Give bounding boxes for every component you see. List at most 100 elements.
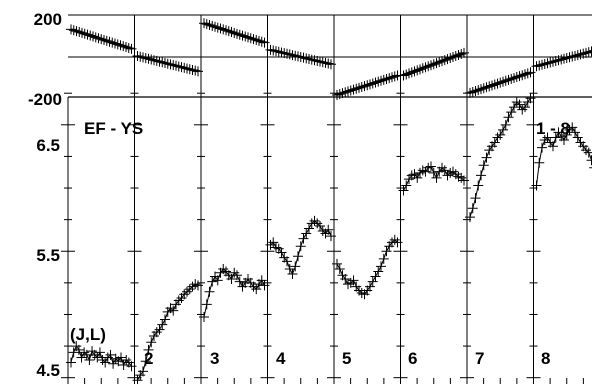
panel-label-3: 3	[210, 349, 219, 368]
top-segment-1-point	[82, 29, 93, 40]
top-segment-8-point	[548, 56, 558, 67]
top-segment-8-point	[575, 49, 586, 60]
panel-6-point	[450, 169, 461, 180]
top-segment-4-point	[268, 45, 279, 56]
panel-8-point	[534, 157, 545, 168]
panel-1-point	[76, 352, 87, 363]
top-segment-7-point	[520, 69, 530, 80]
main-ytick-6-5: 6.5	[36, 136, 60, 155]
top-segment-7-point	[506, 73, 517, 84]
main-ytick-4-5: 4.5	[36, 361, 60, 380]
top-strip-ytick-200: 200	[34, 10, 62, 29]
top-segment-1-point	[66, 24, 76, 35]
panel-label-2: 2	[144, 349, 153, 368]
panel-4-point	[290, 261, 301, 272]
panel-3-point	[201, 299, 212, 310]
top-segment-4-point	[315, 56, 325, 67]
panel-7-point	[495, 129, 506, 140]
panel-8-point	[531, 180, 542, 191]
panel-7-point	[489, 137, 500, 148]
top-segment-2-point	[149, 55, 159, 66]
top-segment-4-point	[317, 57, 328, 68]
top-segment-5-point	[370, 77, 381, 88]
panel-2-point	[187, 281, 198, 292]
panel-4-point	[287, 269, 298, 280]
top-segment-1-point	[96, 34, 107, 45]
panel-2-point	[146, 337, 157, 348]
panel-2-point	[140, 356, 151, 367]
top-segment-5-point	[365, 79, 375, 90]
top-segment-1-point	[115, 40, 126, 51]
panel-4-point	[301, 228, 312, 239]
panel-5-point	[365, 281, 375, 292]
panel-7-point	[500, 119, 511, 130]
top-segment-4-point	[298, 52, 309, 63]
panel-4-point	[295, 241, 306, 252]
panel-2-point	[193, 280, 203, 291]
panel-1-point	[100, 357, 111, 368]
panel-label-4: 4	[276, 349, 286, 368]
panel-5-point	[332, 258, 342, 269]
panel-7-point	[509, 102, 519, 113]
top-segment-3-point	[223, 26, 234, 37]
panel-1-point	[115, 352, 126, 363]
panel-7-point	[517, 104, 528, 115]
panel-5-point	[370, 271, 381, 282]
panel-2-point	[165, 303, 176, 314]
top-segment-7-point	[489, 79, 500, 90]
panel-2-point	[168, 305, 179, 316]
top-segment-6-point	[434, 57, 445, 68]
panel-label-6: 6	[408, 349, 417, 368]
panel-1-point	[110, 353, 121, 364]
top-segment-8-point	[542, 58, 553, 69]
top-segment-2-point	[157, 57, 168, 68]
top-segment-7-point	[511, 72, 522, 83]
top-segment-8-point	[567, 51, 578, 62]
panel-6-point	[448, 166, 458, 177]
panel-4-point	[268, 237, 279, 248]
top-segment-8-point	[581, 47, 591, 58]
top-segment-7-point	[498, 76, 508, 87]
chart-title: EF - YS	[84, 119, 143, 138]
top-segment-5-point	[351, 83, 362, 94]
top-segment-2-point	[165, 59, 176, 70]
main-plot-series	[66, 93, 592, 384]
main-ytick-5-5: 5.5	[36, 246, 60, 265]
top-segment-8-point	[553, 55, 564, 66]
top-segment-8-point	[570, 50, 580, 61]
panel-1-point	[97, 354, 108, 365]
top-segment-3-point	[210, 21, 220, 32]
panel-5-point	[373, 266, 384, 277]
top-segment-7-point	[487, 80, 497, 91]
panel-8-point	[564, 124, 575, 135]
panel-4-point	[265, 239, 276, 250]
panel-8-point	[537, 142, 547, 153]
top-segment-7-point	[517, 70, 528, 81]
panel-1-point	[94, 347, 105, 358]
annotation-left: (J,L)	[70, 325, 106, 344]
annotation-right: 1 - 8	[536, 119, 570, 138]
top-segment-6-point	[428, 59, 439, 70]
top-segment-5-point	[343, 86, 353, 97]
panel-8-point	[581, 145, 591, 156]
top-segment-8-point	[550, 56, 561, 67]
panel-7-point	[514, 99, 525, 110]
top-segment-2-point	[135, 51, 146, 62]
panel-6-point	[406, 170, 417, 181]
panel-3-point	[256, 275, 267, 286]
panel-5-point	[376, 261, 386, 272]
panel-5-point	[356, 287, 367, 298]
panel-8-point	[539, 134, 550, 145]
panel-4-point	[304, 223, 314, 234]
panel-4-point	[309, 215, 320, 226]
top-segment-2-point	[160, 57, 170, 68]
top-segment-7-point	[481, 82, 492, 93]
panel-8-point	[572, 132, 583, 143]
top-segment-1-point	[68, 25, 79, 36]
main-plot-ticks	[61, 15, 584, 384]
panel-5-point	[348, 275, 359, 286]
top-segment-5-point	[378, 74, 389, 85]
panel-3-point	[259, 280, 270, 291]
panel-1-point	[66, 357, 76, 368]
